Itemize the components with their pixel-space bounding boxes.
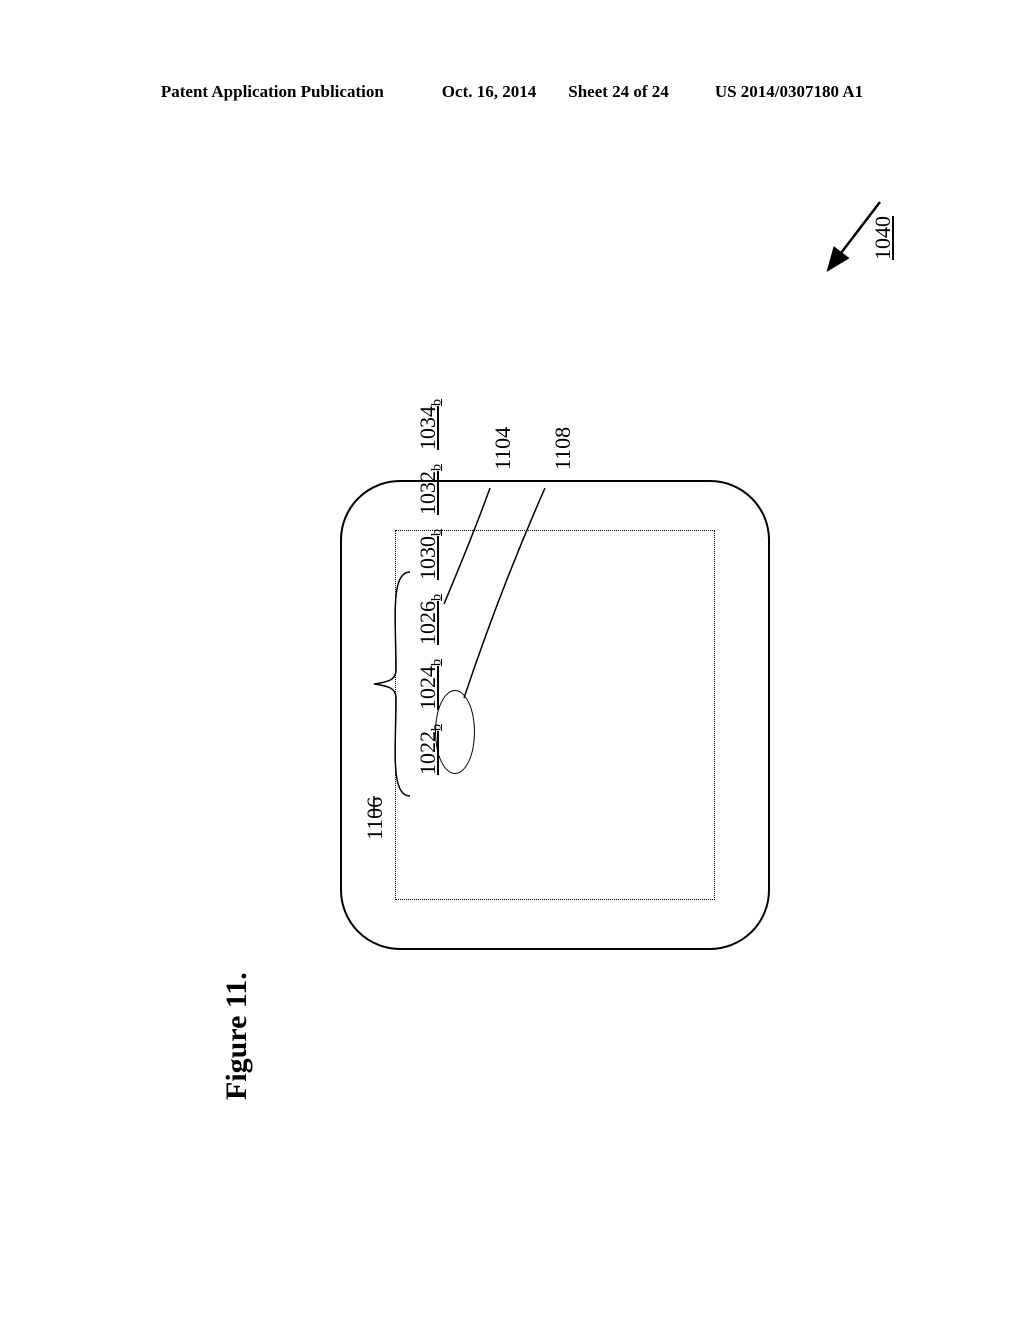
lead-line-1108 (340, 440, 770, 950)
header-pubno: US 2014/0307180 A1 (715, 82, 863, 102)
header-sheet: Sheet 24 of 24 (568, 82, 669, 102)
page-header: Patent Application Publication Oct. 16, … (0, 82, 1024, 102)
diagram: 1022b 1024b 1026b 1030b 1032b 1034b 1106… (340, 440, 770, 950)
header-pubtype: Patent Application Publication (161, 82, 384, 102)
arrow-1040-icon (820, 192, 890, 282)
option-sub: b (429, 399, 444, 406)
figure-label: Figure 11. (220, 972, 254, 1100)
header-date: Oct. 16, 2014 (442, 82, 536, 102)
